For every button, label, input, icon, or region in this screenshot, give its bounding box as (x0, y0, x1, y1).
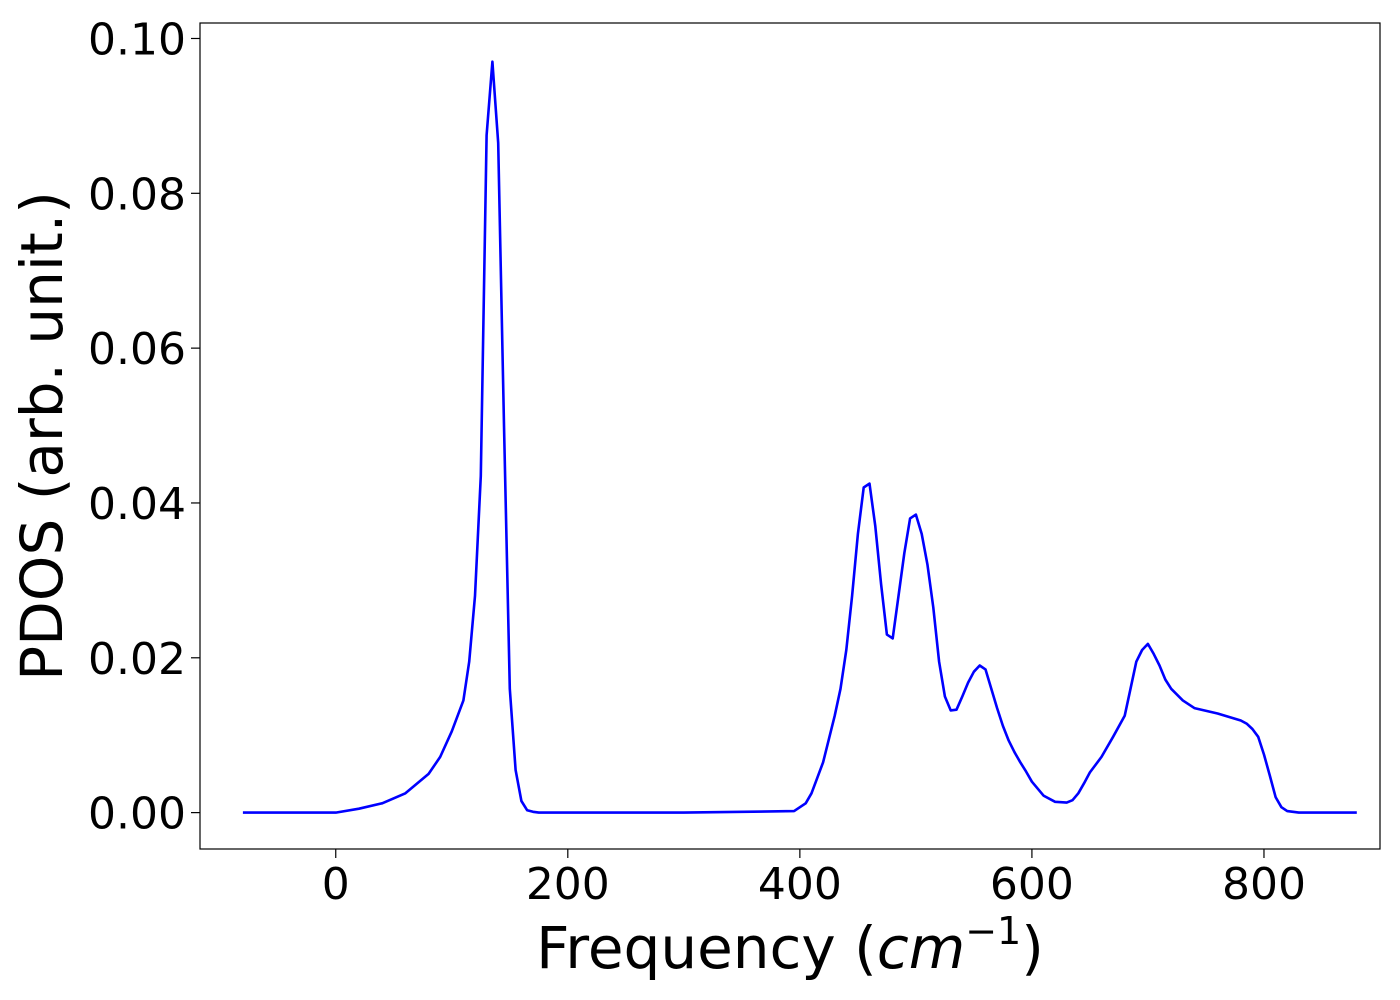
y-tick-label: 0.10 (88, 14, 186, 65)
x-tick-label: 800 (1222, 859, 1306, 910)
x-axis-label: Frequency (cm−1) (536, 909, 1044, 982)
y-tick-label: 0.04 (88, 479, 186, 530)
y-tick-label: 0.02 (88, 634, 186, 685)
series-line-0 (242, 60, 1357, 814)
x-tick-label: 0 (322, 859, 350, 910)
plot-frame (199, 22, 1381, 850)
y-tick-label: 0.06 (88, 324, 186, 375)
y-axis-label: PDOS (arb. unit.) (8, 191, 76, 681)
y-tick-label: 0.08 (88, 169, 186, 220)
series-layer (242, 60, 1357, 814)
x-tick-label: 400 (758, 859, 842, 910)
x-tick-label: 200 (526, 859, 610, 910)
y-tick-label: 0.00 (88, 789, 186, 840)
x-axis-ticks: 0 200 400 600 800 (322, 849, 1306, 910)
x-tick-label: 600 (990, 859, 1074, 910)
y-axis-ticks: 0.00 0.02 0.04 0.06 0.08 0.10 (88, 14, 200, 840)
